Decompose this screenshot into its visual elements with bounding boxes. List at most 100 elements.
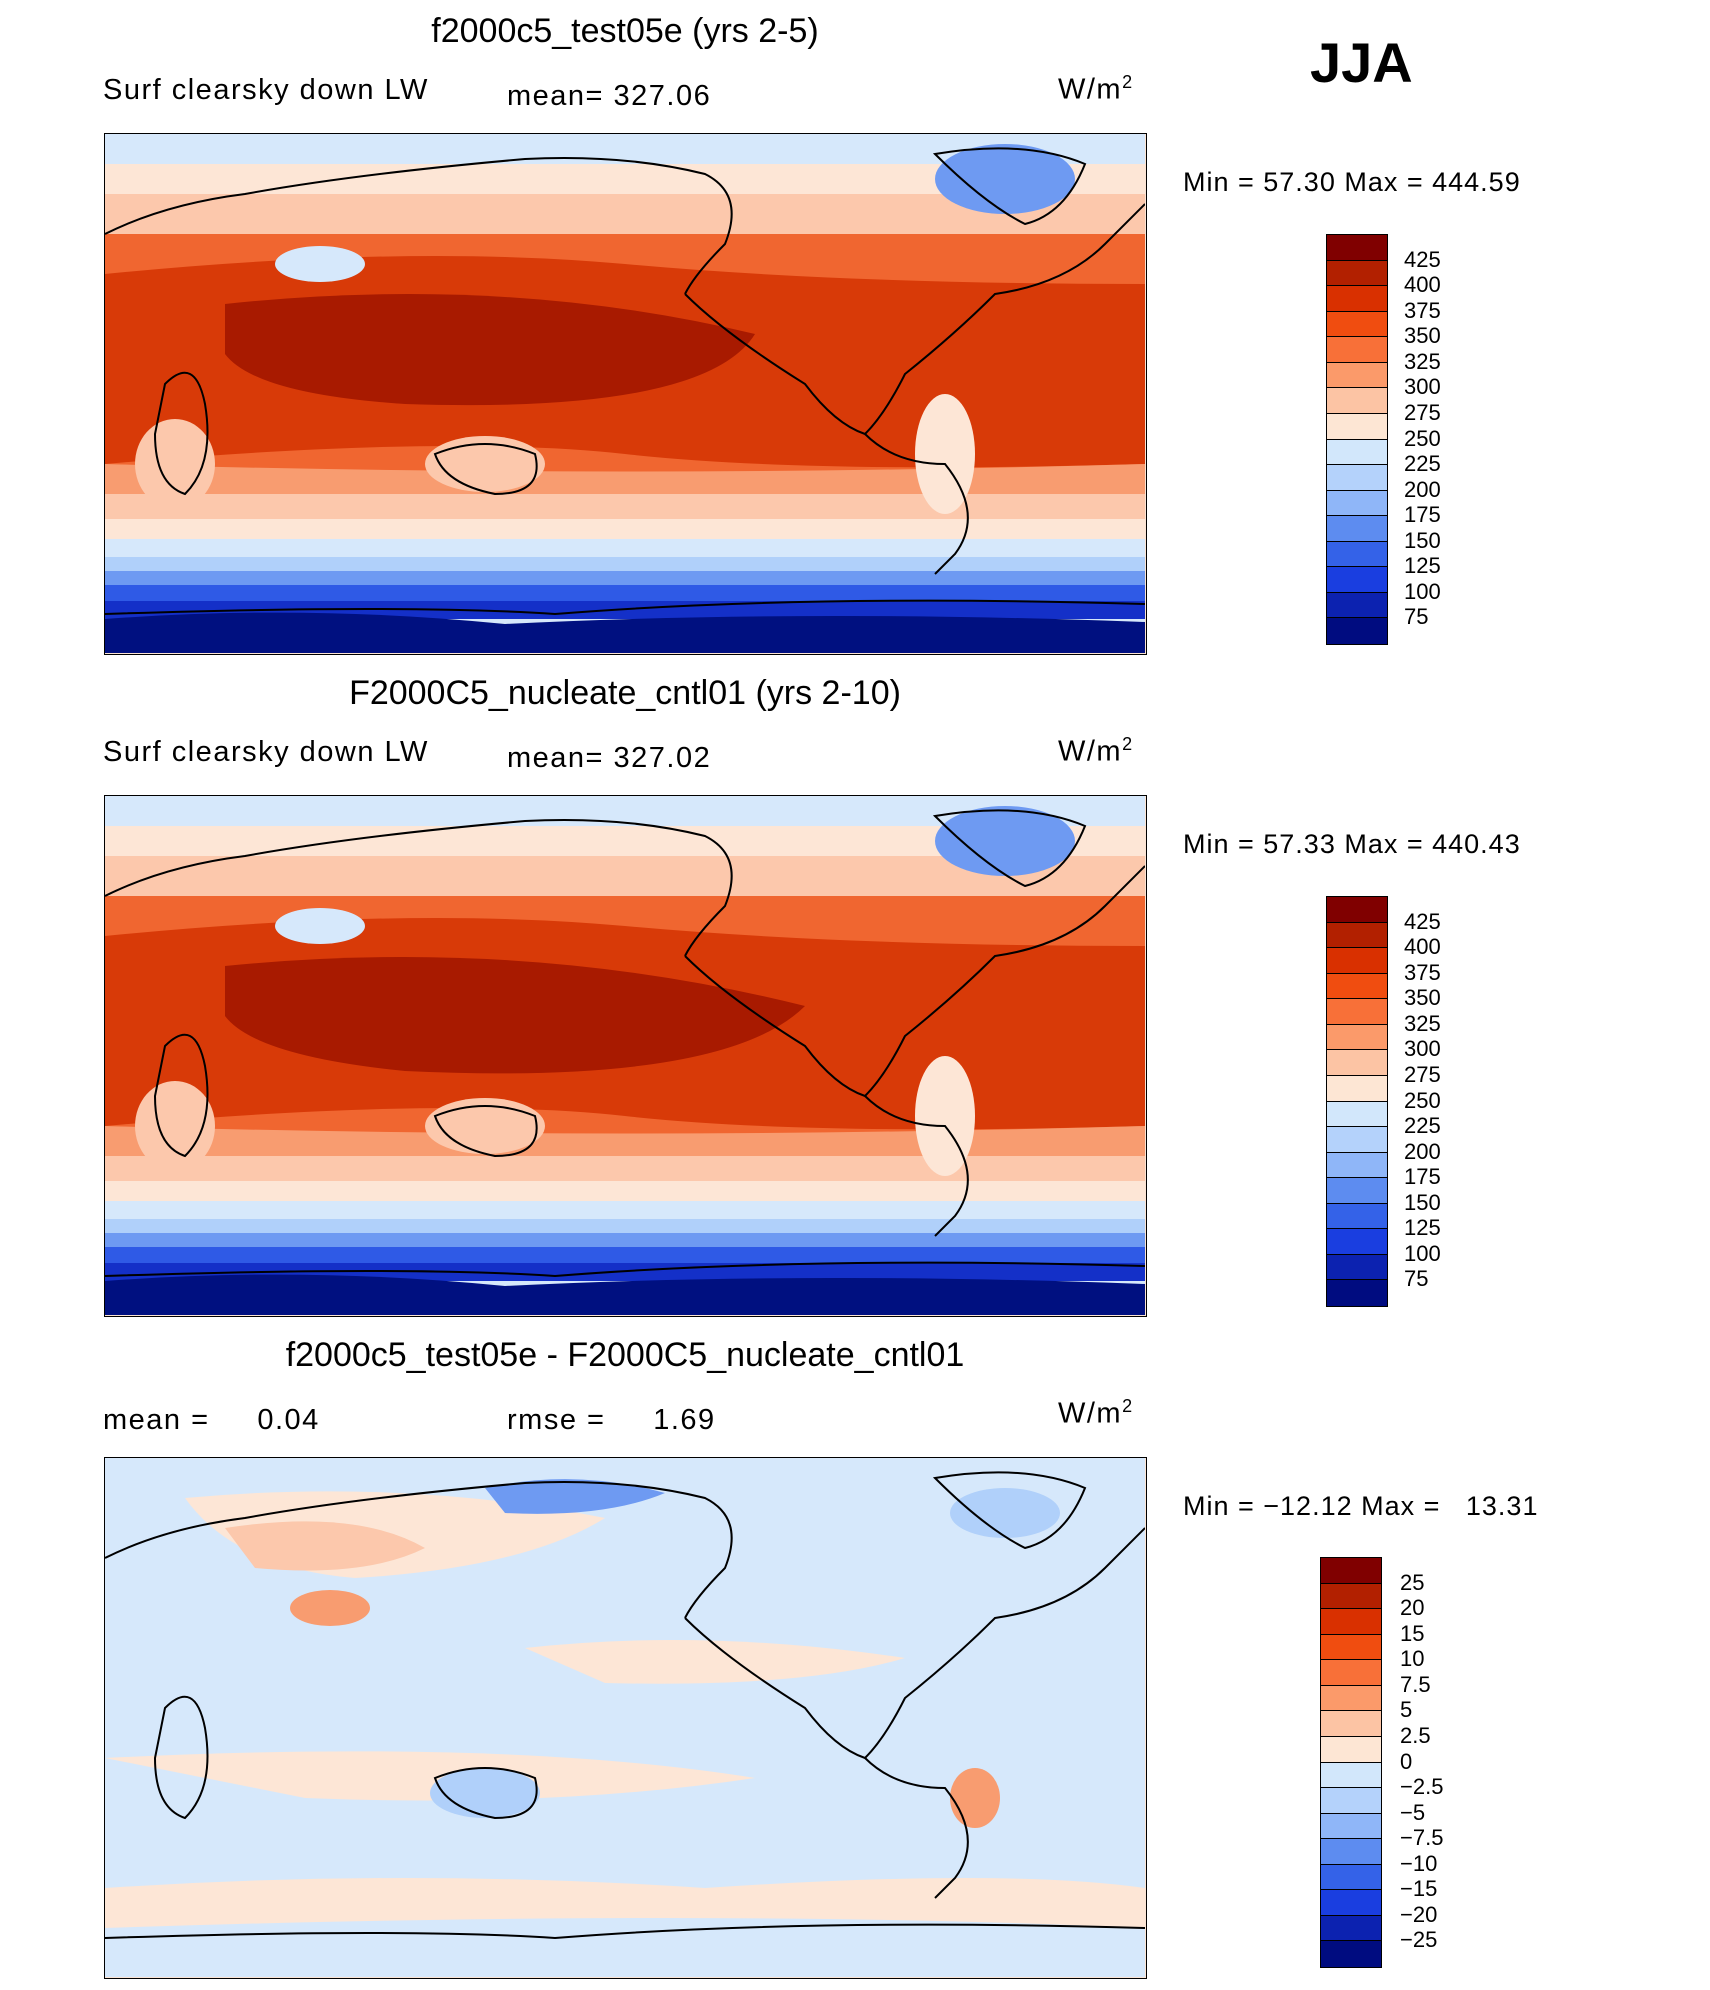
colorbar-tick-label: 300: [1404, 1036, 1441, 1062]
colorbar-tick-label: 25: [1400, 1569, 1425, 1595]
panel-1-minmax: Min = 57.30 Max = 444.59: [1183, 167, 1521, 197]
panel-1-field: [105, 134, 1145, 653]
panel-3-field: [105, 1458, 1145, 1977]
colorbar-segment: [1327, 490, 1387, 517]
colorbar-tick-label: 350: [1404, 985, 1441, 1011]
colorbar-tick-label: 375: [1404, 297, 1441, 323]
colorbar-tick-label: 225: [1404, 451, 1441, 477]
greenland-cold: [935, 144, 1075, 214]
panel-2-field: [105, 796, 1145, 1315]
panel-2-units: W/m2: [1058, 734, 1134, 768]
colorbar-tick-label: −20: [1400, 1901, 1438, 1927]
colorbar-segment: [1327, 1024, 1387, 1051]
colorbar-segment: [1321, 1583, 1381, 1610]
colorbar-tick-label: 175: [1404, 502, 1441, 528]
colorbar-segment: [1327, 286, 1387, 312]
season-label: JJA: [1310, 31, 1413, 94]
colorbar-tick-label: 350: [1404, 323, 1441, 349]
colorbar-segment: [1327, 439, 1387, 466]
colorbar-segment: [1321, 1864, 1381, 1891]
diff-siberia-cool: [485, 1479, 665, 1514]
colorbar-segment: [1327, 999, 1387, 1025]
panel-2-colorbar-labels: 425 400 375 350 325 300 275 250 225 200 175 150 125 1…: [1404, 896, 1484, 1307]
colorbar-segment: [1321, 1685, 1381, 1712]
colorbar-tick-label: 200: [1404, 1138, 1441, 1164]
south-america-andes: [915, 1056, 975, 1176]
colorbar-segment: [1327, 1229, 1387, 1255]
colorbar-segment: [1327, 618, 1387, 644]
panel-2-minmax: Min = 57.33 Max = 440.43: [1183, 829, 1521, 859]
colorbar-segment: [1327, 362, 1387, 389]
colorbar-tick-label: 325: [1404, 1010, 1441, 1036]
colorbar-segment: [1321, 1890, 1381, 1916]
coastlines: [105, 1471, 1145, 1940]
panel-3-units: W/m2: [1058, 1396, 1134, 1430]
colorbar-segment: [1321, 1660, 1381, 1686]
colorbar-tick-label: 275: [1404, 399, 1441, 425]
panel-1-units: W/m2: [1058, 72, 1134, 106]
panel-1-title: f2000c5_test05e (yrs 2-5): [431, 12, 819, 50]
panel-1-variable-label: Surf clearsky down LW: [103, 74, 429, 106]
colorbar-tick-label: 15: [1400, 1620, 1425, 1646]
band-southern-mid: [105, 571, 1145, 585]
colorbar-segment: [1327, 413, 1387, 440]
colorbar-segment: [1327, 592, 1387, 619]
colorbar-tick-label: −2.5: [1400, 1774, 1444, 1800]
band-midlat-south: [105, 494, 1145, 519]
colorbar-tick-label: 10: [1400, 1646, 1425, 1672]
colorbar-tick-label: 75: [1404, 604, 1429, 630]
colorbar-segment: [1327, 465, 1387, 491]
colorbar-segment: [1327, 1203, 1387, 1230]
band-warm-pool: [225, 294, 755, 406]
panel-1-colorbar-labels: 425 400 375 350 325 300 275 250 225 200 175 150 125 1…: [1404, 234, 1484, 645]
colorbar-segment: [1327, 1075, 1387, 1102]
band-southern-pale: [105, 557, 1145, 571]
colorbar-segment: [1327, 1101, 1387, 1128]
colorbar-segment: [1327, 948, 1387, 974]
panel-2-variable-label: Surf clearsky down LW: [103, 736, 429, 768]
panel-3-colorbar-labels: 25 20 15 10 7.5 5 2.5 0 −2.5 −5 −7.5 −10 −15 −20 −25: [1400, 1557, 1480, 1968]
panel-3-minmax: Min = −12.12 Max = 13.31: [1183, 1491, 1539, 1521]
colorbar-segment: [1327, 1254, 1387, 1281]
diff-south-america-warm: [950, 1768, 1000, 1828]
colorbar-tick-label: −7.5: [1400, 1825, 1444, 1851]
colorbar-tick-label: 150: [1404, 527, 1441, 553]
colorbar-segment: [1327, 1178, 1387, 1204]
colorbar-tick-label: 125: [1404, 1215, 1441, 1241]
colorbar-segment: [1327, 922, 1387, 949]
band-southern-pale: [105, 1219, 1145, 1233]
diff-tibet-warm: [290, 1590, 370, 1626]
band-southern-cream: [105, 519, 1145, 539]
colorbar-segment: [1321, 1558, 1381, 1584]
colorbar-segment: [1327, 1127, 1387, 1153]
panel-3-colorbar: [1320, 1557, 1382, 1968]
colorbar-tick-label: 100: [1404, 578, 1441, 604]
colorbar-tick-label: 400: [1404, 272, 1441, 298]
colorbar-tick-label: 5: [1400, 1697, 1413, 1723]
colorbar-tick-label: 100: [1404, 1240, 1441, 1266]
colorbar-tick-label: 75: [1404, 1266, 1429, 1292]
colorbar-segment: [1321, 1788, 1381, 1814]
panel-3-rmse-label: rmse = 1.69: [507, 1404, 716, 1436]
colorbar-segment: [1327, 311, 1387, 338]
colorbar-segment: [1321, 1736, 1381, 1763]
diff-eurasia-peach: [225, 1521, 425, 1571]
band-antarctic-navy: [105, 612, 1145, 653]
colorbar-tick-label: 275: [1404, 1061, 1441, 1087]
diff-south-warm: [105, 1751, 755, 1801]
band-midlat-south: [105, 1156, 1145, 1181]
colorbar-segment: [1327, 235, 1387, 261]
colorbar-segment: [1321, 1839, 1381, 1865]
band-southern-blue: [105, 1247, 1145, 1263]
colorbar-segment: [1327, 337, 1387, 363]
colorbar-tick-label: 225: [1404, 1113, 1441, 1139]
colorbar-segment: [1321, 1762, 1381, 1789]
panel-2-colorbar: [1326, 896, 1388, 1307]
colorbar-tick-label: −5: [1400, 1799, 1426, 1825]
colorbar-tick-label: 400: [1404, 934, 1441, 960]
colorbar-segment: [1327, 1280, 1387, 1306]
colorbar-segment: [1327, 897, 1387, 923]
panel-2-title: F2000C5_nucleate_cntl01 (yrs 2-10): [349, 674, 901, 712]
colorbar-tick-label: 2.5: [1400, 1722, 1431, 1748]
band-southern-blue: [105, 585, 1145, 601]
